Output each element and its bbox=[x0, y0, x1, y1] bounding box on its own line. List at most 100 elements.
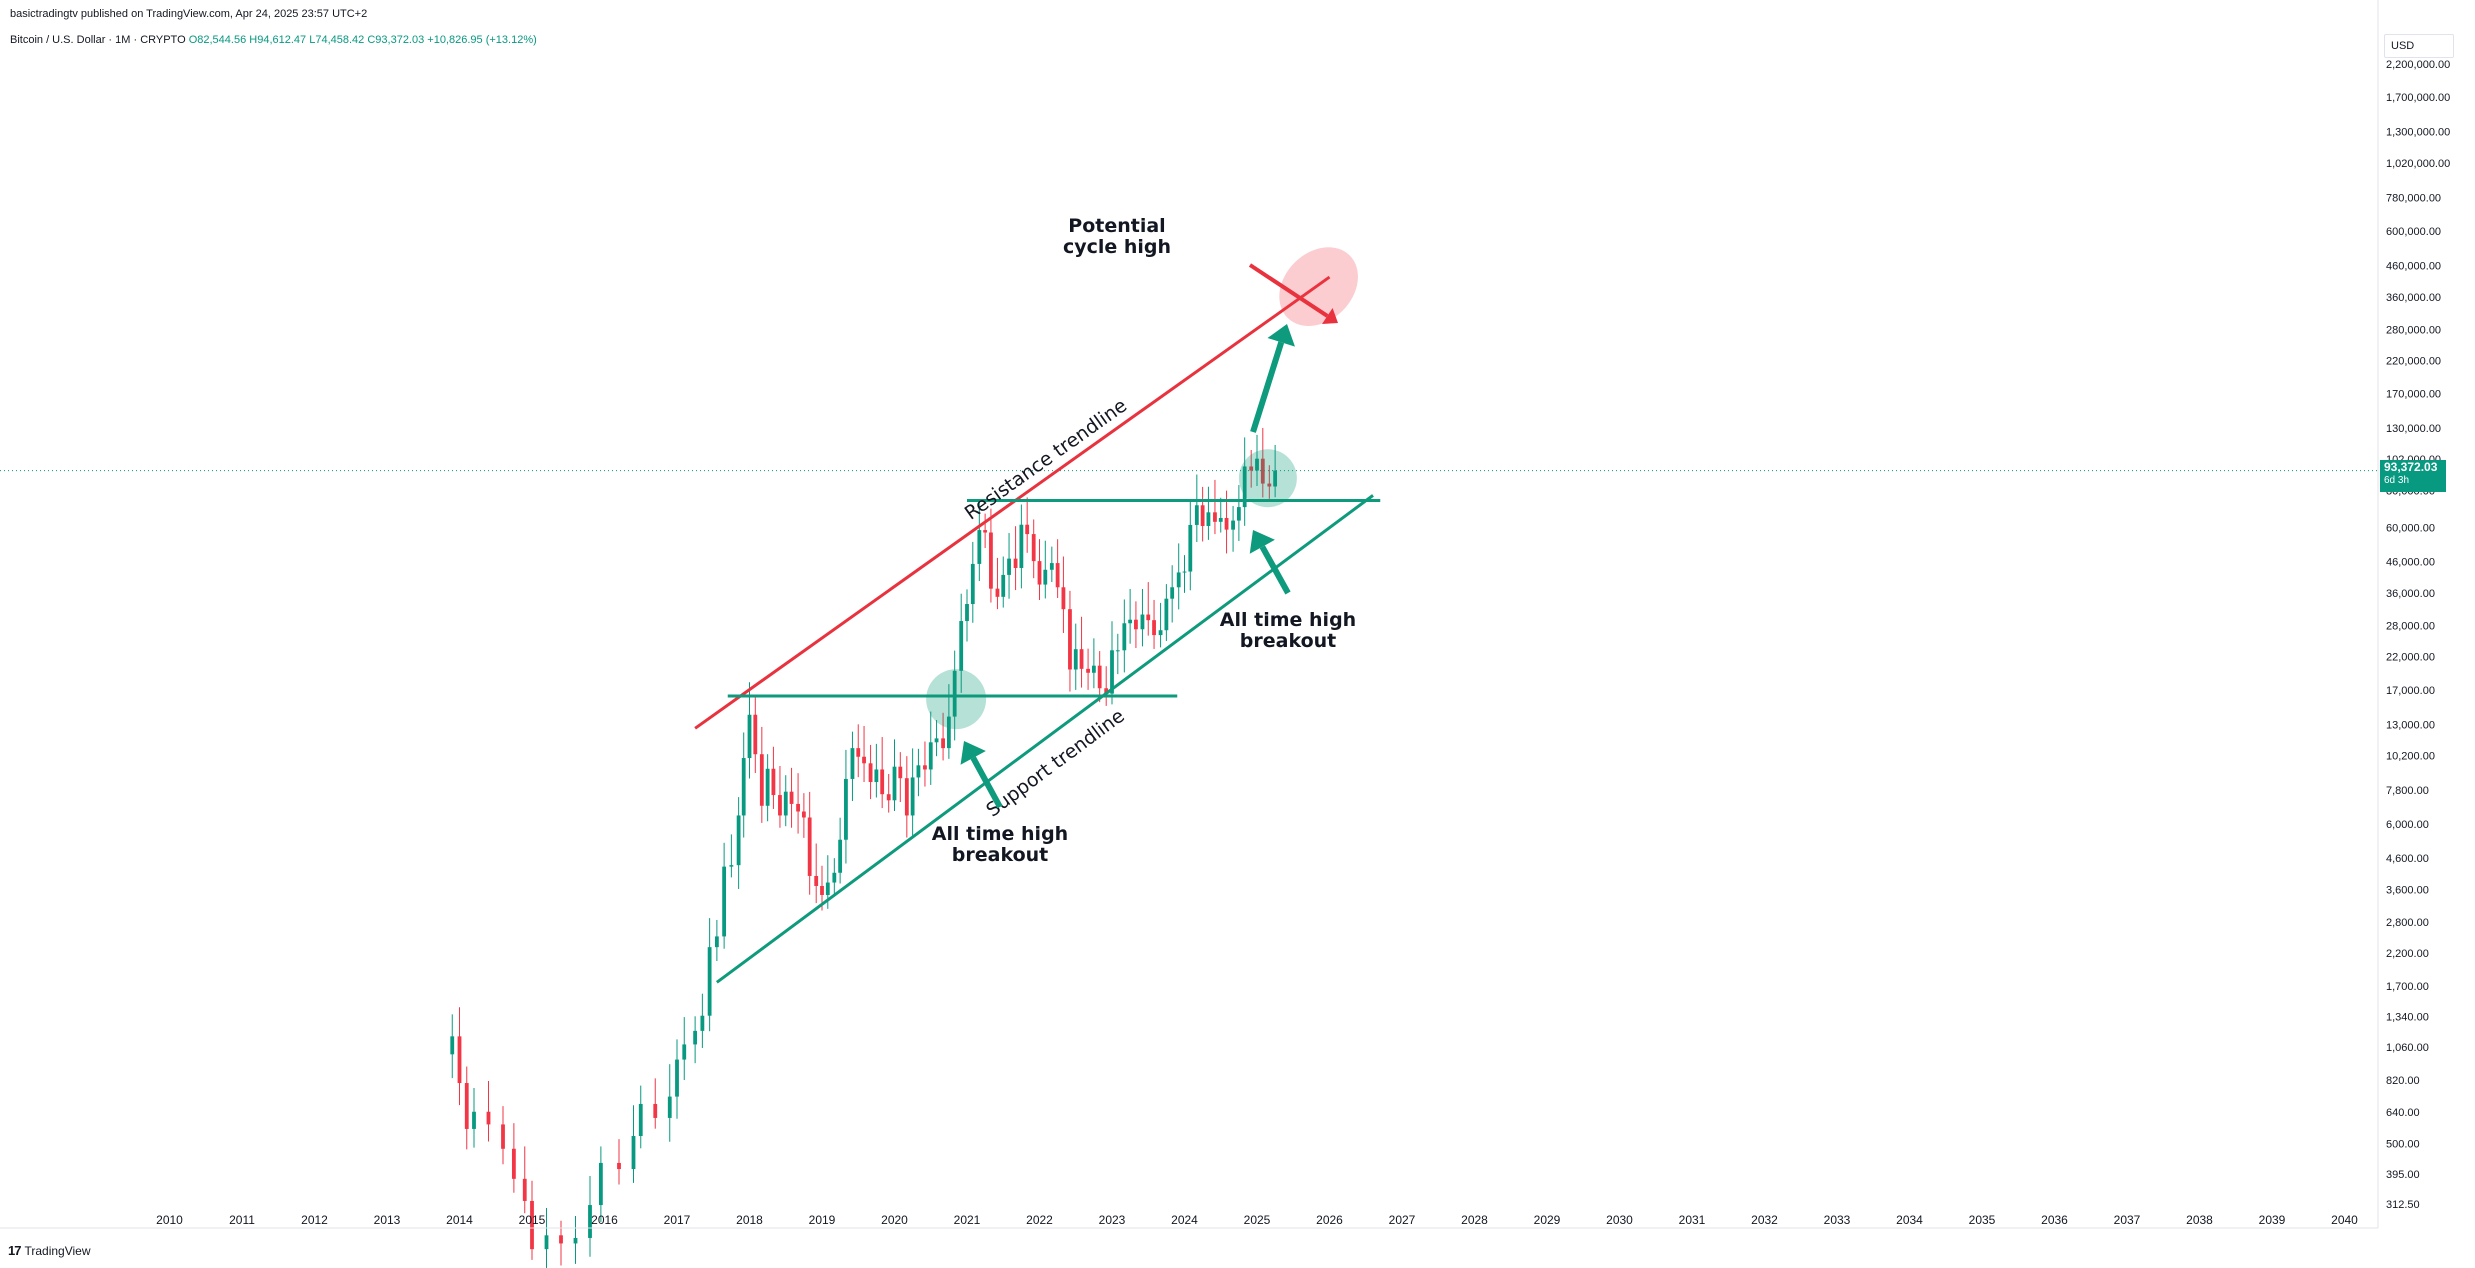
price-tick-label: 2,200,000.00 bbox=[2386, 59, 2450, 71]
candle-body bbox=[1037, 561, 1042, 585]
candle-body bbox=[1097, 665, 1102, 689]
candle-body bbox=[778, 795, 782, 816]
time-tick-label: 2032 bbox=[1751, 1213, 1778, 1227]
breakout-2025-arrow-head bbox=[1249, 530, 1275, 554]
candle-body bbox=[457, 1036, 462, 1084]
candle-body bbox=[1236, 507, 1241, 521]
candle-body bbox=[874, 769, 879, 783]
candle-body bbox=[1158, 630, 1163, 636]
time-tick-label: 2022 bbox=[1026, 1213, 1053, 1227]
price-tick-label: 1,340.00 bbox=[2386, 1012, 2429, 1024]
high-value: H94,612.47 bbox=[249, 34, 307, 46]
candle-body bbox=[783, 791, 788, 816]
candle-body bbox=[1001, 574, 1006, 597]
candle-body bbox=[892, 766, 897, 801]
currency-selector[interactable]: USD bbox=[2384, 34, 2454, 58]
candle-body bbox=[1260, 458, 1265, 484]
price-tick-label: 600,000.00 bbox=[2386, 226, 2441, 238]
price-tick-label: 780,000.00 bbox=[2386, 192, 2441, 204]
target-arrow-head bbox=[1267, 324, 1295, 347]
price-tick-label: 28,000.00 bbox=[2386, 621, 2435, 633]
close-value: C93,372.03 bbox=[367, 34, 425, 46]
ath-breakout-2021-label-line: breakout bbox=[952, 844, 1048, 866]
tradingview-brand[interactable]: 17 TradingView bbox=[8, 1243, 91, 1258]
price-tick-label: 170,000.00 bbox=[2386, 388, 2441, 400]
candle-body bbox=[464, 1083, 469, 1129]
candle-body bbox=[789, 791, 794, 804]
candle-body bbox=[1104, 688, 1109, 694]
time-tick-label: 2023 bbox=[1099, 1213, 1126, 1227]
candle-body bbox=[653, 1103, 658, 1118]
candle-body bbox=[598, 1162, 603, 1206]
candle-body bbox=[729, 865, 734, 867]
price-tick-label: 280,000.00 bbox=[2386, 324, 2441, 336]
candle-body bbox=[501, 1124, 505, 1149]
time-tick-label: 2021 bbox=[954, 1213, 981, 1227]
time-tick-label: 2012 bbox=[301, 1213, 328, 1227]
candle-body bbox=[1115, 650, 1120, 652]
time-tick-label: 2040 bbox=[2331, 1213, 2358, 1227]
candle-body bbox=[714, 936, 719, 948]
price-tick-label: 17,000.00 bbox=[2386, 685, 2435, 697]
time-tick-label: 2035 bbox=[1969, 1213, 1996, 1227]
time-axis[interactable]: 2010 2011 2012 2013 2014 2015 2016 2017 2018 2019… bbox=[0, 1213, 2378, 1229]
drawings: Resistance trendline Support trendline Pot… bbox=[694, 215, 1381, 984]
candle-body bbox=[1086, 668, 1090, 673]
price-axis[interactable]: 2,200,000.00 1,700,000.00 1,300,000.00 1,02… bbox=[2377, 0, 2450, 1228]
candle-body bbox=[759, 754, 764, 806]
candle-body bbox=[941, 738, 945, 749]
candle-body bbox=[544, 1235, 549, 1250]
candle-body bbox=[959, 621, 964, 671]
candle-body bbox=[844, 778, 848, 840]
candle-body bbox=[1188, 524, 1193, 572]
price-tick-label: 4,600.00 bbox=[2386, 853, 2429, 865]
time-tick-label: 2017 bbox=[664, 1213, 691, 1227]
bar-countdown: 6d 3h bbox=[2384, 475, 2410, 486]
breakout-highlight-2021 bbox=[926, 669, 987, 730]
candle-body bbox=[880, 769, 885, 795]
candle-body bbox=[1055, 563, 1060, 588]
candle-body bbox=[1025, 524, 1030, 535]
candle-body bbox=[1170, 587, 1175, 599]
candle-body bbox=[1164, 598, 1169, 631]
candle-body bbox=[1182, 571, 1187, 573]
time-tick-label: 2026 bbox=[1316, 1213, 1343, 1227]
candle-body bbox=[796, 803, 800, 812]
symbol-legend[interactable]: Bitcoin / U.S. Dollar · 1M · CRYPTO O82,… bbox=[10, 34, 537, 46]
price-tick-label: 7,800.00 bbox=[2386, 785, 2429, 797]
candle-body bbox=[511, 1148, 516, 1179]
candle-body bbox=[736, 815, 741, 866]
price-tick-label: 22,000.00 bbox=[2386, 652, 2435, 664]
candle-body bbox=[801, 811, 806, 818]
candle-body bbox=[617, 1162, 621, 1170]
ath-breakout-2025-label-line: All time high bbox=[1220, 609, 1356, 631]
candle-body bbox=[923, 765, 927, 770]
candle-body bbox=[1267, 483, 1272, 487]
time-tick-label: 2018 bbox=[736, 1213, 763, 1227]
candle-body bbox=[820, 885, 824, 895]
price-tick-label: 46,000.00 bbox=[2386, 557, 2435, 569]
candle-body bbox=[486, 1111, 491, 1125]
candle-body bbox=[1061, 587, 1066, 610]
candle-body bbox=[832, 872, 837, 883]
time-tick-label: 2029 bbox=[1534, 1213, 1561, 1227]
price-tick-label: 395.00 bbox=[2386, 1169, 2420, 1181]
candle-body bbox=[1073, 649, 1078, 670]
time-tick-label: 2039 bbox=[2259, 1213, 2286, 1227]
candle-body bbox=[825, 882, 830, 895]
candle-body bbox=[588, 1205, 592, 1238]
candle-body bbox=[989, 532, 993, 589]
candle-body bbox=[850, 748, 855, 779]
breakout-2025-arrow-shaft bbox=[1259, 545, 1291, 595]
time-tick-label: 2014 bbox=[446, 1213, 473, 1227]
candle-body bbox=[1091, 665, 1096, 673]
time-tick-label: 2011 bbox=[229, 1213, 255, 1227]
candle-body bbox=[1110, 650, 1114, 694]
candle-body bbox=[1146, 614, 1151, 621]
time-tick-label: 2013 bbox=[374, 1213, 401, 1227]
candle-body bbox=[1019, 524, 1024, 568]
price-tick-label: 60,000.00 bbox=[2386, 522, 2435, 534]
time-tick-label: 2019 bbox=[809, 1213, 836, 1227]
candle-body bbox=[700, 1015, 705, 1031]
